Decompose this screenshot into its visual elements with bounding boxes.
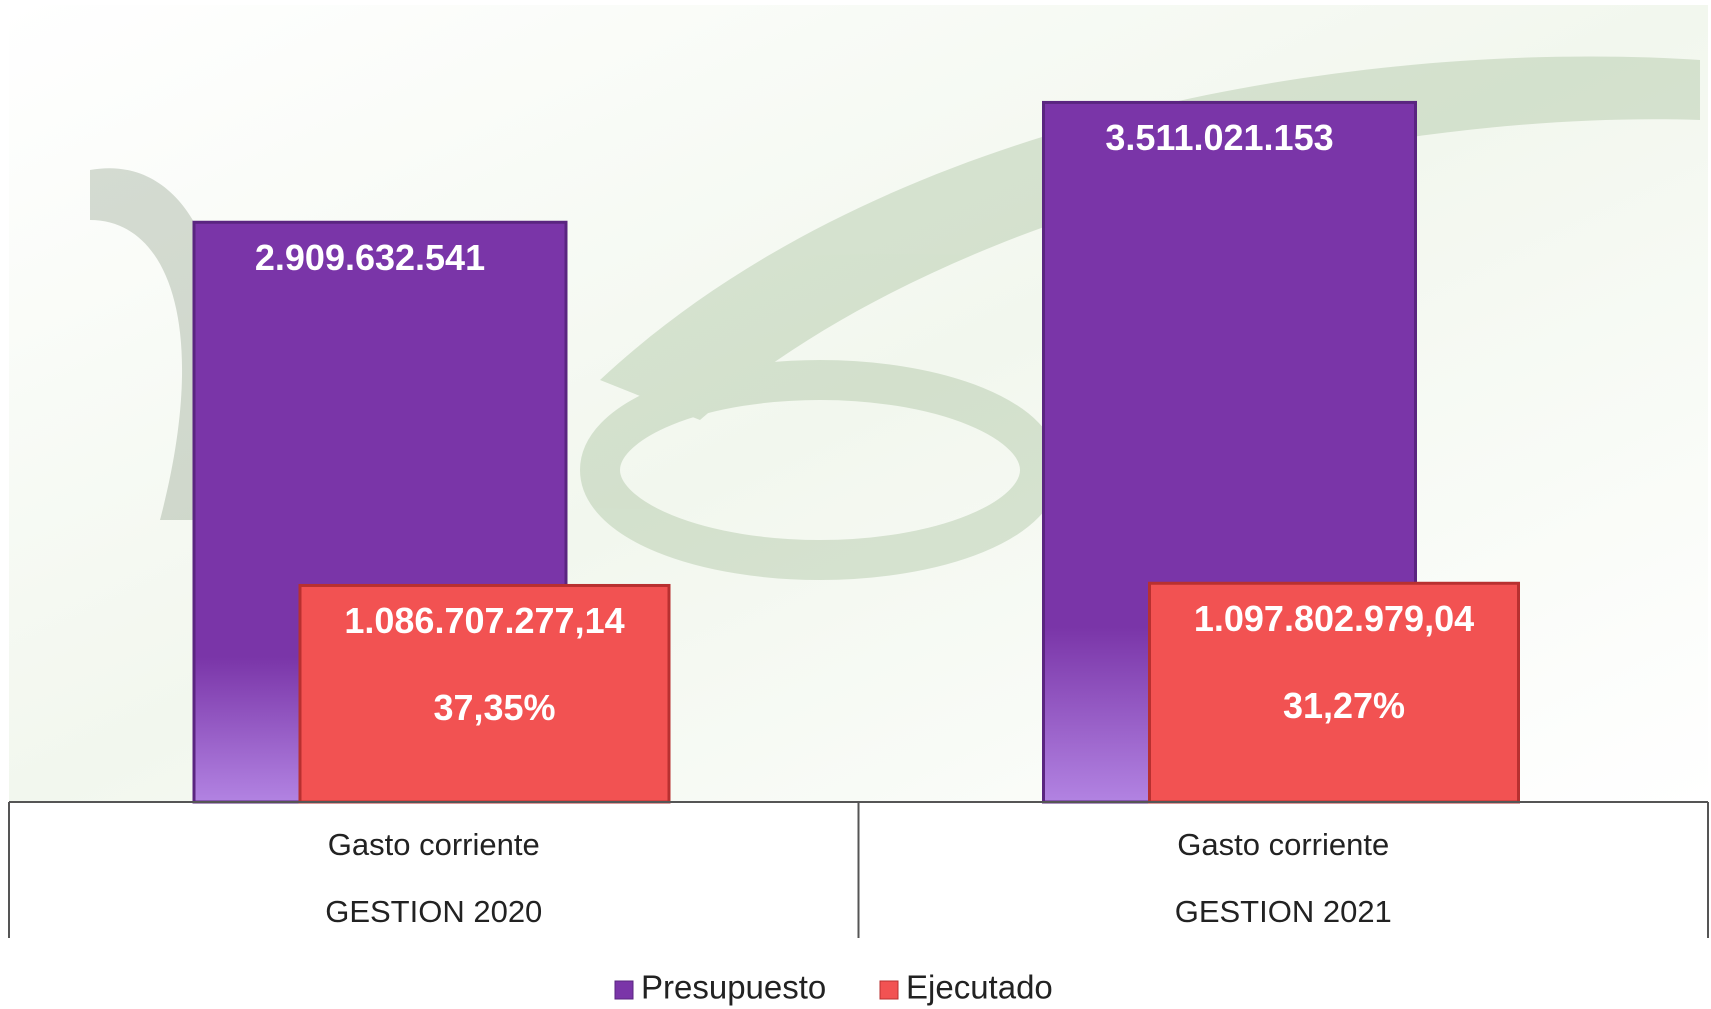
value-label: 2.909.632.541 bbox=[255, 237, 485, 278]
legend-swatch bbox=[614, 980, 634, 1000]
legend-swatch bbox=[879, 980, 899, 1000]
group-label: GESTION 2021 bbox=[1175, 894, 1392, 929]
legend-label: Presupuesto bbox=[641, 969, 826, 1006]
bar bbox=[298, 583, 671, 804]
legend: Presupuesto Ejecutado bbox=[614, 969, 1053, 1006]
group-label: GESTION 2020 bbox=[325, 894, 542, 929]
x-tick-label: Gasto corriente bbox=[1177, 827, 1389, 862]
value-label: 3.511.021.153 bbox=[1105, 117, 1333, 158]
category-axis: Gasto corriente GESTION 2020 Gasto corrien… bbox=[8, 801, 1709, 938]
share-label: 31,27% bbox=[1283, 685, 1405, 726]
share-label: 37,35% bbox=[433, 687, 555, 728]
legend-label: Ejecutado bbox=[906, 969, 1053, 1006]
bar bbox=[1148, 581, 1520, 804]
value-label: 1.086.707.277,14 bbox=[344, 600, 624, 641]
plot-area: 2.909.632.541 3.511.021.153 1.086.707.277,… bbox=[192, 100, 1520, 804]
x-tick-label: Gasto corriente bbox=[328, 827, 540, 862]
value-label: 1.097.802.979,04 bbox=[1194, 598, 1474, 639]
